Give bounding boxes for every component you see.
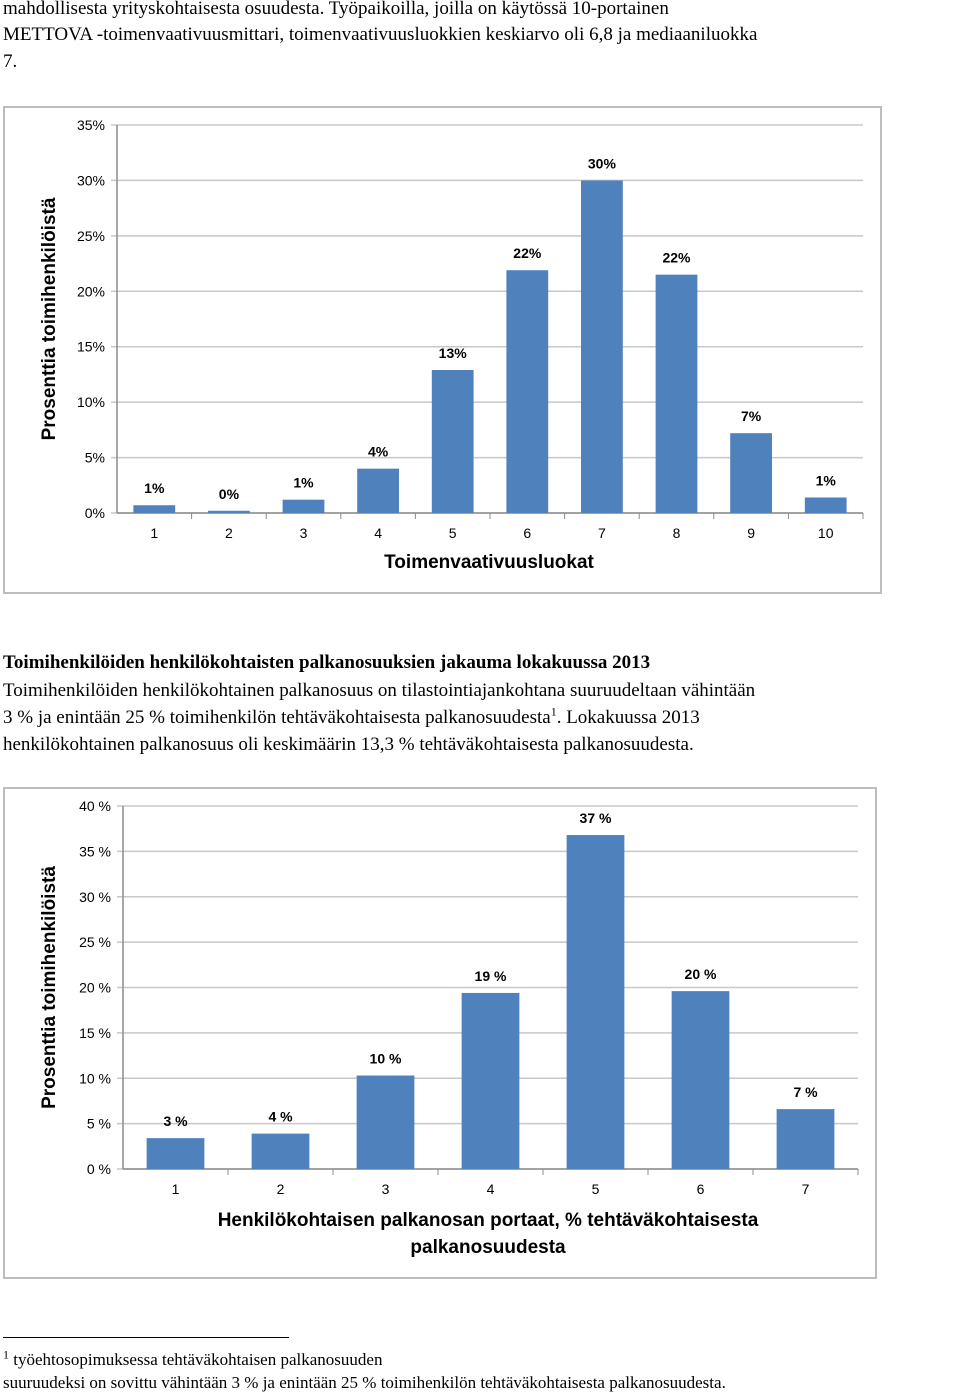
- y-tick-label: 15 %: [79, 1025, 111, 1041]
- y-tick-label: 30 %: [79, 889, 111, 905]
- intro-line-1: mahdollisesta yrityskohtaisesta osuudest…: [3, 0, 669, 19]
- y-axis-title: Prosenttia toimihenkilöistä: [39, 866, 60, 1109]
- bar: [208, 510, 250, 513]
- section-line-2b: . Lokakuussa 2013: [556, 707, 700, 728]
- data-label: 22%: [513, 245, 542, 261]
- bar: [133, 505, 176, 513]
- y-axis-title: Prosenttia toimihenkilöistä: [39, 197, 60, 440]
- bar: [671, 991, 730, 1169]
- x-axis-title: palkanosuudesta: [410, 1237, 566, 1258]
- section-line-2: 3 % ja enintään 25 % toimihenkilön tehtä…: [3, 705, 958, 731]
- y-tick-label: 25%: [77, 228, 105, 244]
- bar: [146, 1138, 205, 1169]
- x-tick-label: 6: [697, 1181, 705, 1197]
- section-line-1: Toimihenkilöiden henkilökohtainen palkan…: [3, 680, 756, 701]
- x-tick-label: 3: [300, 525, 308, 541]
- y-tick-label: 5%: [85, 450, 105, 466]
- data-label: 7 %: [793, 1084, 818, 1100]
- y-tick-label: 15%: [77, 339, 105, 355]
- bar: [356, 1075, 415, 1169]
- x-tick-label: 1: [150, 525, 158, 541]
- bar: [431, 369, 474, 513]
- data-label: 22%: [662, 250, 691, 266]
- data-label: 3 %: [163, 1113, 188, 1129]
- y-tick-label: 25 %: [79, 934, 111, 950]
- footnote-line-1: 1 työehtosopimuksessa tehtäväkohtaisen p…: [3, 1347, 383, 1371]
- x-tick-label: 4: [487, 1181, 495, 1197]
- data-label: 20 %: [685, 966, 717, 982]
- bar: [776, 1109, 835, 1169]
- data-label: 4 %: [268, 1109, 293, 1125]
- x-tick-label: 3: [382, 1181, 390, 1197]
- chart-palkanosuus: 0 % 5 % 10 % 15 % 20 % 25 % 30 % 35 % 40 % 3 % 1 4 …: [3, 787, 877, 1279]
- bar: [581, 180, 623, 513]
- x-tick-label: 1: [172, 1181, 180, 1197]
- bar: [282, 499, 325, 513]
- y-tick-label: 20%: [77, 283, 105, 299]
- chart-toimenvaativuus: 0% 5% 10% 15% 20% 25% 30% 35% 1% 1 0% 2 1% 3 4% 4 13% 5 22…: [3, 106, 882, 594]
- footnote-text-1: työehtosopimuksessa tehtäväkohtaisen pal…: [9, 1350, 383, 1369]
- footnote-rule: [3, 1337, 289, 1338]
- x-tick-label: 7: [598, 525, 606, 541]
- y-tick-label: 20 %: [79, 980, 111, 996]
- bar: [730, 433, 772, 513]
- x-tick-label: 2: [277, 1181, 285, 1197]
- bar: [461, 992, 520, 1169]
- data-label: 19 %: [475, 968, 507, 984]
- section-heading: Toimihenkilöiden henkilökohtaisten palka…: [3, 652, 651, 673]
- data-label: 37 %: [580, 810, 612, 826]
- data-label: 30%: [588, 155, 617, 171]
- bar: [566, 835, 625, 1169]
- x-tick-label: 4: [374, 525, 382, 541]
- data-label: 7%: [741, 408, 762, 424]
- footnote-ref: 1: [550, 704, 557, 719]
- data-label: 4%: [368, 444, 389, 460]
- intro-line-3: 7.: [3, 51, 18, 72]
- y-tick-label: 35%: [77, 117, 105, 133]
- x-tick-label: 5: [592, 1181, 600, 1197]
- x-tick-label: 10: [818, 525, 834, 541]
- bar: [357, 468, 399, 513]
- y-tick-label: 40 %: [79, 798, 111, 814]
- chart-1-svg: 0%5%10%15%20%25%30%35%1%10%21%34%413%522…: [39, 117, 864, 573]
- y-tick-label: 10 %: [79, 1070, 111, 1086]
- data-label: 10 %: [370, 1051, 402, 1067]
- x-tick-label: 5: [449, 525, 457, 541]
- x-tick-label: 8: [673, 525, 681, 541]
- data-label: 1%: [293, 475, 314, 491]
- y-tick-label: 35 %: [79, 843, 111, 859]
- bar: [655, 274, 698, 513]
- y-tick-label: 0 %: [87, 1161, 111, 1177]
- chart-2-svg: 0 % 5 % 10 % 15 % 20 % 25 % 30 % 35 % 40 % 3 % 1 4 …: [39, 798, 859, 1258]
- data-label: 1%: [144, 480, 165, 496]
- bar: [506, 270, 549, 513]
- data-label: 1%: [816, 472, 837, 488]
- bar: [251, 1133, 310, 1169]
- data-label: 0%: [219, 486, 240, 502]
- x-axis-title: Henkilökohtaisen palkanosan portaat, % t…: [218, 1210, 759, 1231]
- footnote-mark: 1: [3, 1347, 9, 1362]
- x-axis-title: Toimenvaativuusluokat: [384, 552, 594, 573]
- x-tick-label: 9: [747, 525, 755, 541]
- y-tick-label: 30%: [77, 172, 105, 188]
- bar: [804, 497, 847, 513]
- y-tick-label: 5 %: [87, 1116, 111, 1132]
- y-tick-label: 10%: [77, 394, 105, 410]
- footnote-line-2: suuruudeksi on sovittu vähintään 3 % ja …: [3, 1373, 726, 1392]
- section-line-3: henkilökohtainen palkanosuus oli keskimä…: [3, 734, 694, 755]
- intro-line-2: METTOVA -toimenvaativuusmittari, toimenv…: [3, 24, 758, 45]
- x-tick-label: 2: [225, 525, 233, 541]
- section-line-2a: 3 % ja enintään 25 % toimihenkilön tehtä…: [3, 707, 551, 728]
- x-tick-label: 7: [802, 1181, 810, 1197]
- x-tick-label: 6: [523, 525, 531, 541]
- y-tick-label: 0%: [85, 505, 105, 521]
- data-label: 13%: [439, 345, 468, 361]
